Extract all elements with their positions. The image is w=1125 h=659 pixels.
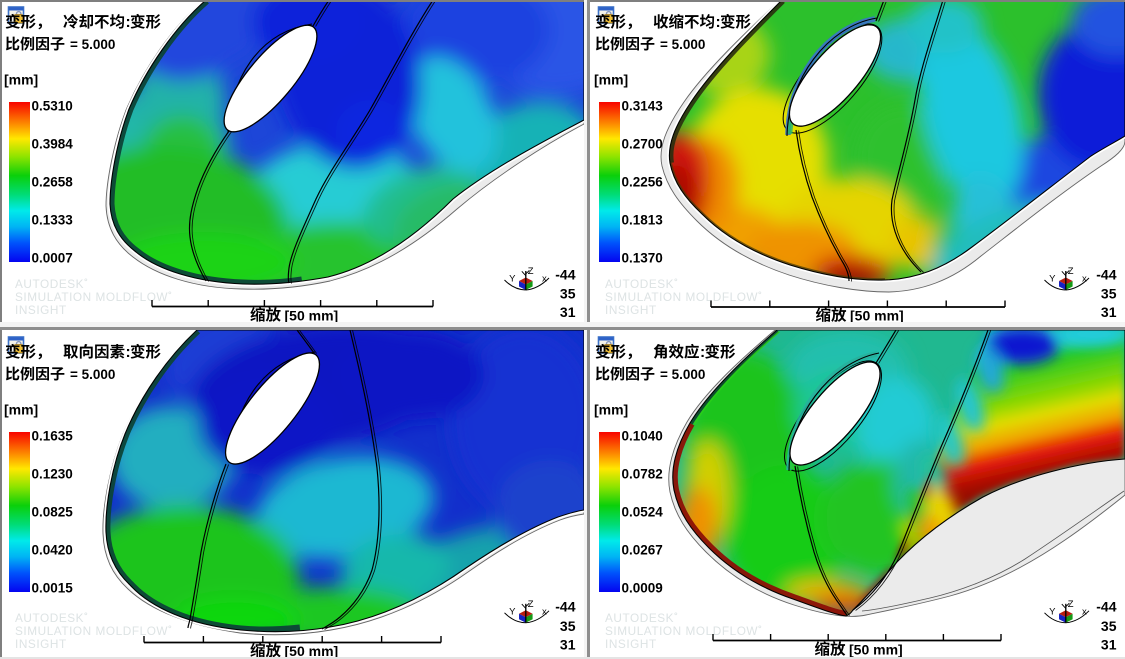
svg-text:AUTODESK˚: AUTODESK˚ xyxy=(15,277,89,291)
svg-text:x: x xyxy=(542,274,547,285)
svg-text:Z: Z xyxy=(528,599,534,610)
svg-text:0.1813: 0.1813 xyxy=(622,213,664,228)
svg-text:31: 31 xyxy=(560,304,576,320)
svg-text:[mm]: [mm] xyxy=(594,72,628,88)
svg-text:-44: -44 xyxy=(1096,599,1116,615)
svg-text:-44: -44 xyxy=(1096,267,1116,283)
svg-text:Z: Z xyxy=(1068,266,1074,277)
svg-text:0.1635: 0.1635 xyxy=(32,429,74,444)
svg-text:0.2700: 0.2700 xyxy=(622,137,663,152)
svg-text:35: 35 xyxy=(1101,618,1117,634)
svg-text:Y: Y xyxy=(1049,274,1056,285)
svg-text:31: 31 xyxy=(1101,636,1117,652)
svg-text:0.1333: 0.1333 xyxy=(32,213,74,228)
svg-text:INSIGHT: INSIGHT xyxy=(605,637,657,651)
svg-text:-44: -44 xyxy=(555,267,575,283)
svg-text:x: x xyxy=(542,606,547,617)
svg-text::: : xyxy=(700,344,705,361)
svg-text:x: x xyxy=(1082,606,1087,617)
svg-text:0.0825: 0.0825 xyxy=(32,505,74,520)
svg-text:0.5310: 0.5310 xyxy=(32,99,73,114)
svg-text:SIMULATION MOLDFLOW˚: SIMULATION MOLDFLOW˚ xyxy=(605,290,763,304)
svg-text:35: 35 xyxy=(560,285,576,301)
svg-text:0.1370: 0.1370 xyxy=(622,251,663,266)
svg-text:Y: Y xyxy=(509,606,516,617)
svg-text:0.0015: 0.0015 xyxy=(32,581,74,596)
svg-text::: : xyxy=(126,14,131,31)
svg-text:[50 mm]: [50 mm] xyxy=(285,307,339,322)
svg-text:[mm]: [mm] xyxy=(4,402,38,418)
svg-text:31: 31 xyxy=(560,636,576,652)
svg-text:35: 35 xyxy=(560,618,576,634)
svg-text:INSIGHT: INSIGHT xyxy=(15,303,67,317)
svg-text:0.0009: 0.0009 xyxy=(622,581,663,596)
svg-text:AUTODESK˚: AUTODESK˚ xyxy=(15,611,89,625)
svg-text:[mm]: [mm] xyxy=(594,402,628,418)
svg-text:0.0420: 0.0420 xyxy=(32,543,73,558)
svg-text:0.2256: 0.2256 xyxy=(622,175,664,190)
svg-text:0.0007: 0.0007 xyxy=(32,251,73,266)
svg-text::: : xyxy=(126,344,131,361)
svg-text:x: x xyxy=(1082,274,1087,285)
svg-text:= 5.000: = 5.000 xyxy=(660,37,705,52)
svg-text:Y: Y xyxy=(1049,606,1056,617)
svg-text:= 5.000: = 5.000 xyxy=(70,37,115,52)
svg-text::: : xyxy=(716,14,721,31)
svg-text:[50 mm]: [50 mm] xyxy=(850,308,904,323)
svg-text:Z: Z xyxy=(528,266,534,277)
svg-text:[50 mm]: [50 mm] xyxy=(849,642,903,658)
svg-text:31: 31 xyxy=(1101,304,1117,320)
svg-text:0.0524: 0.0524 xyxy=(622,505,664,520)
svg-text:SIMULATION MOLDFLOW˚: SIMULATION MOLDFLOW˚ xyxy=(605,624,763,638)
svg-text:Y: Y xyxy=(509,274,516,285)
svg-text:INSIGHT: INSIGHT xyxy=(605,303,657,317)
svg-text:INSIGHT: INSIGHT xyxy=(15,637,67,651)
svg-text:-44: -44 xyxy=(555,599,575,615)
svg-text:0.0267: 0.0267 xyxy=(622,543,663,558)
svg-text:0.0782: 0.0782 xyxy=(622,467,663,482)
svg-text:0.1040: 0.1040 xyxy=(622,429,663,444)
svg-text:= 5.000: = 5.000 xyxy=(70,367,115,382)
svg-text:0.1230: 0.1230 xyxy=(32,467,73,482)
svg-text:AUTODESK˚: AUTODESK˚ xyxy=(605,277,679,291)
svg-text:= 5.000: = 5.000 xyxy=(660,367,705,382)
svg-text:SIMULATION MOLDFLOW˚: SIMULATION MOLDFLOW˚ xyxy=(15,624,173,638)
svg-text:[50 mm]: [50 mm] xyxy=(285,643,339,659)
svg-text:35: 35 xyxy=(1101,285,1117,301)
svg-text:0.3984: 0.3984 xyxy=(32,137,74,152)
svg-text:[mm]: [mm] xyxy=(4,72,38,88)
svg-text:0.2658: 0.2658 xyxy=(32,175,74,190)
svg-text:AUTODESK˚: AUTODESK˚ xyxy=(605,611,679,625)
svg-text:0.3143: 0.3143 xyxy=(622,99,664,114)
svg-text:SIMULATION MOLDFLOW˚: SIMULATION MOLDFLOW˚ xyxy=(15,290,173,304)
svg-text:Z: Z xyxy=(1068,599,1074,610)
